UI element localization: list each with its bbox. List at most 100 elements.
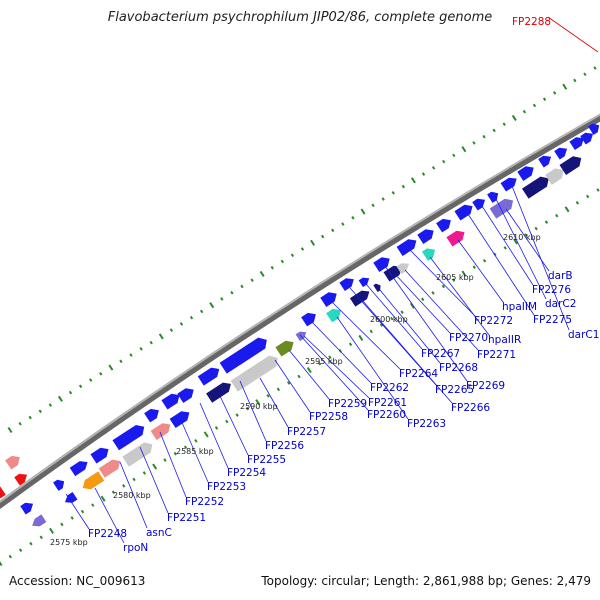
gene-label[interactable]: FP2253 (207, 481, 246, 493)
tick-mark (122, 484, 126, 488)
leader-line (239, 380, 267, 442)
tick-mark (492, 128, 496, 133)
gene-arrow (487, 191, 499, 203)
gene-label[interactable]: FP2267 (421, 348, 460, 360)
gene-label[interactable]: FP2269 (466, 380, 505, 392)
gene-label[interactable]: FP2251 (167, 512, 206, 524)
gene-label[interactable]: FP2259 (328, 398, 367, 410)
tick-mark (230, 290, 234, 295)
gene-label[interactable]: FP2255 (247, 454, 286, 466)
kbp-label: 2585 kbp (176, 447, 214, 456)
tick-mark (331, 228, 335, 233)
tick-mark (220, 297, 224, 301)
leader-line (384, 265, 468, 382)
gene-arrow (206, 382, 231, 403)
gene-label[interactable]: FP2254 (227, 467, 266, 479)
leader-line (299, 334, 369, 411)
tick-mark (214, 426, 219, 430)
gene-label[interactable]: FP2288 (512, 16, 551, 28)
gene-label[interactable]: FP2260 (367, 409, 406, 421)
gene-arrow (588, 123, 600, 135)
gene-arrow (5, 455, 20, 470)
gene-arrow (436, 218, 451, 233)
genome-summary-text: Topology: circular; Length: 2,861,988 bp… (261, 574, 591, 588)
gene-label[interactable]: FP2272 (474, 315, 513, 327)
gene-label[interactable]: hpaIIR (488, 334, 521, 346)
tick-mark (341, 222, 345, 226)
tick-mark (472, 265, 476, 269)
gene-arrow (358, 277, 370, 288)
tick-mark (245, 406, 250, 411)
tick-mark (441, 284, 446, 289)
gene-label[interactable]: FP2252 (185, 496, 224, 508)
tick-mark (534, 226, 538, 231)
tick-mark (266, 393, 270, 398)
tick-marks (0, 66, 600, 567)
leader-line (179, 417, 209, 483)
tick-mark (421, 172, 426, 176)
gene-label[interactable]: FP2275 (533, 314, 572, 326)
kbp-label: 2610 kbp (503, 233, 541, 242)
gene-label[interactable]: darC1 (568, 329, 599, 341)
tick-mark (502, 122, 506, 126)
gene-label[interactable]: FP2248 (88, 528, 127, 540)
tick-mark (8, 554, 12, 559)
gene-label[interactable]: FP2262 (370, 382, 409, 394)
leader-line (429, 256, 490, 336)
leader-line (139, 446, 169, 514)
tick-mark (482, 134, 486, 139)
gene-label[interactable]: FP2261 (368, 397, 407, 409)
gene-label[interactable]: FP2257 (287, 426, 326, 438)
gene-label[interactable]: FP2263 (407, 418, 446, 430)
gene-arrow (489, 198, 514, 219)
gene-arrow (122, 442, 153, 467)
gene-arrow (580, 132, 594, 145)
gene-arrow (417, 229, 434, 244)
tick-mark (358, 334, 364, 341)
kbp-axis-labels: 2575 kbp 2580 kbp 2585 kbp 2590 kbp 2595 kbp… (50, 233, 541, 547)
tick-mark (431, 166, 436, 170)
gene-label[interactable]: FP2265 (435, 384, 474, 396)
tick-mark (379, 323, 384, 327)
gene-labels: FP2248rpoNasnCFP2251FP2252FP2253FP2254FP… (88, 16, 599, 554)
gene-arrow (326, 308, 341, 323)
leader-line (495, 198, 547, 300)
leader-line (361, 299, 453, 404)
gene-label[interactable]: FP2270 (449, 332, 488, 344)
tick-mark (158, 333, 164, 340)
tick-mark (179, 322, 184, 326)
gene-arrow (177, 388, 194, 403)
leader-line (274, 359, 311, 413)
gene-arrow (150, 423, 171, 441)
gene-label[interactable]: FP2268 (439, 362, 478, 374)
gene-label[interactable]: FP2256 (265, 440, 304, 452)
tick-mark (461, 146, 467, 153)
gene-label[interactable]: darB (548, 270, 573, 282)
kbp-label: 2575 kbp (50, 538, 88, 547)
tick-mark (381, 197, 385, 201)
genome-backbone (0, 113, 600, 510)
tick-mark (552, 91, 557, 95)
gene-arrow (349, 290, 370, 307)
gene-arrow (339, 278, 354, 292)
tick-mark (290, 253, 295, 258)
tick-mark (524, 233, 528, 237)
tick-mark (68, 390, 73, 395)
gene-features (0, 123, 600, 527)
gene-label[interactable]: asnC (146, 527, 172, 539)
gene-label[interactable]: FP2258 (309, 411, 348, 423)
leader-line (311, 321, 372, 384)
tick-mark (522, 109, 527, 114)
leader-line (404, 269, 479, 351)
gene-label[interactable]: FP2271 (477, 349, 516, 361)
gene-label[interactable]: rpoN (123, 542, 148, 554)
gene-label[interactable]: hpaIIM (502, 301, 537, 313)
tick-mark (18, 421, 22, 426)
gene-label[interactable]: darC2 (545, 298, 576, 310)
gene-arrow (161, 393, 180, 410)
gene-arrow (0, 486, 6, 499)
gene-label[interactable]: FP2264 (399, 368, 438, 380)
gene-label[interactable]: FP2276 (532, 284, 571, 296)
gene-label[interactable]: FP2266 (451, 402, 490, 414)
tick-mark (111, 490, 116, 495)
